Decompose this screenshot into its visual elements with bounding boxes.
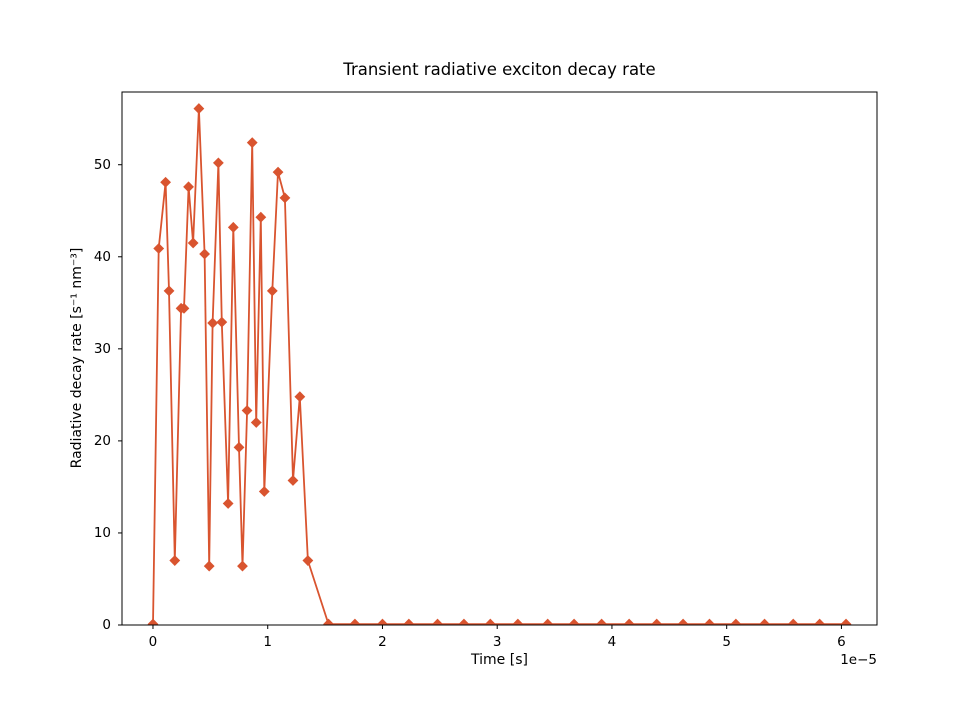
data-point-marker [302, 555, 314, 566]
data-point-marker [377, 618, 388, 625]
data-point-marker [840, 618, 852, 625]
chart-title: Transient radiative exciton decay rate [343, 60, 656, 79]
data-point-marker [255, 211, 267, 223]
data-point-marker [153, 243, 165, 254]
data-point-marker [246, 137, 258, 149]
data-point-marker [294, 391, 306, 403]
data-point-marker [677, 618, 689, 625]
data-point-marker [258, 486, 270, 497]
y-tick-label: 30 [93, 340, 111, 357]
data-point-marker [623, 618, 635, 625]
y-tick-label: 50 [93, 156, 111, 173]
data-series [147, 103, 852, 625]
y-tick-label: 10 [93, 524, 111, 541]
x-tick-label: 5 [722, 634, 731, 650]
data-point-marker [814, 618, 826, 625]
data-point-marker [147, 618, 159, 625]
series-line [152, 107, 846, 625]
data-point-marker [241, 405, 253, 416]
data-point-marker [250, 417, 262, 428]
data-point-marker [403, 618, 415, 625]
x-tick-label: 1 [263, 634, 273, 650]
x-tick-label: 6 [837, 634, 846, 650]
data-point-marker [568, 618, 580, 625]
data-point-marker [787, 618, 799, 625]
axes-spines [121, 91, 878, 626]
x-tick-label: 4 [607, 634, 617, 650]
data-point-marker [178, 302, 190, 314]
x-tick-label: 0 [148, 634, 158, 650]
data-point-marker [193, 103, 205, 114]
data-point-marker [212, 157, 224, 169]
data-point-marker [596, 618, 608, 625]
data-point-marker [227, 221, 239, 233]
data-point-marker [323, 618, 334, 625]
data-point-marker [216, 316, 228, 328]
data-point-marker [759, 618, 770, 625]
data-point-marker [160, 176, 172, 188]
y-tick-label: 20 [93, 432, 111, 449]
data-point-marker [187, 237, 199, 249]
data-point-marker [266, 285, 278, 297]
data-point-marker [484, 618, 496, 625]
x-axis-offset-label: 1e−5 [840, 652, 877, 668]
data-point-marker [272, 166, 284, 178]
data-point-marker [199, 248, 211, 260]
x-axis-title: Time [s] [471, 652, 528, 668]
data-point-marker [233, 441, 245, 453]
y-tick-label: 0 [102, 617, 111, 633]
data-point-marker [183, 181, 194, 193]
data-point-marker [512, 618, 524, 625]
data-point-marker [163, 285, 175, 297]
data-point-marker [458, 618, 470, 625]
x-tick-label: 3 [492, 634, 502, 650]
data-point-marker [207, 317, 219, 329]
data-point-marker [203, 560, 215, 572]
data-point-marker [169, 555, 181, 566]
y-tick-label: 40 [93, 248, 111, 265]
data-point-marker [704, 618, 715, 625]
data-point-marker [279, 192, 291, 204]
data-point-marker [651, 618, 663, 625]
data-point-marker [237, 560, 248, 572]
data-point-marker [349, 618, 361, 625]
data-point-marker [287, 475, 299, 486]
x-tick-label: 2 [378, 634, 387, 650]
data-point-marker [222, 498, 234, 509]
data-point-marker [542, 618, 554, 625]
data-point-marker [432, 618, 443, 625]
data-point-marker [730, 618, 742, 625]
